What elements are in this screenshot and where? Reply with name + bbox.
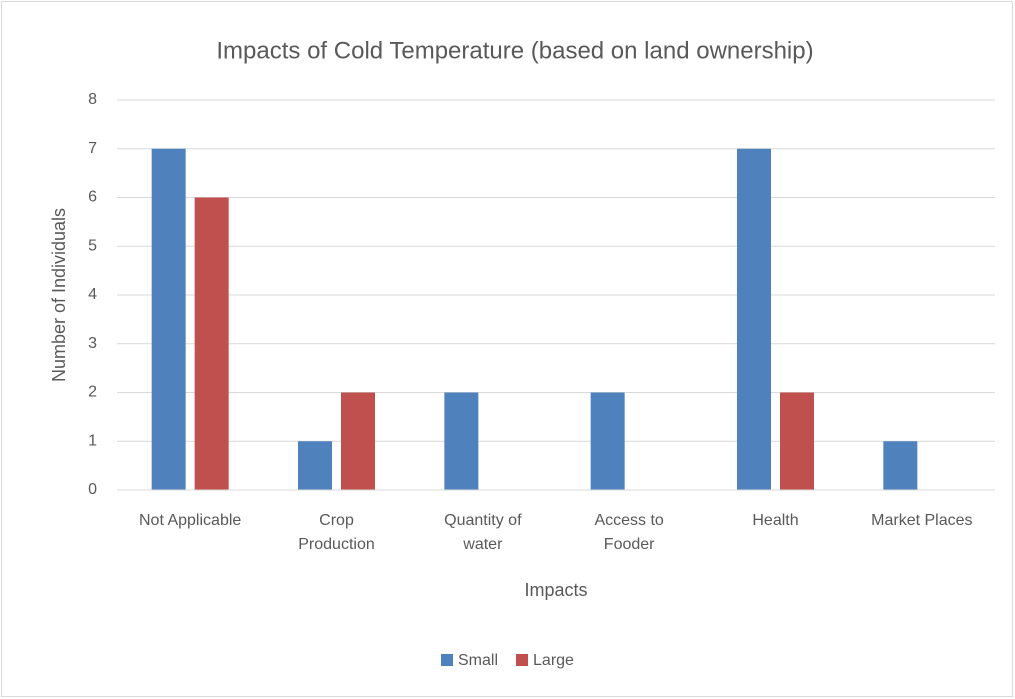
y-tick-label: 5 <box>88 237 97 254</box>
bar <box>737 148 771 490</box>
bar <box>444 392 479 490</box>
x-tick-label: Health <box>752 512 799 529</box>
bar <box>298 441 332 490</box>
y-tick-label: 8 <box>88 91 97 108</box>
chart-title: Impacts of Cold Temperature (based on la… <box>216 37 813 64</box>
bar <box>883 441 918 490</box>
x-tick-label: Market Places <box>871 512 973 529</box>
legend-swatch <box>441 654 453 666</box>
bar <box>780 392 814 490</box>
legend-label: Large <box>533 652 574 669</box>
bar <box>341 392 375 490</box>
x-tick-label: Access to Fooder <box>594 512 664 553</box>
y-tick-label: 1 <box>88 432 97 449</box>
x-axis-title: Impacts <box>524 580 587 600</box>
y-tick-label: 3 <box>88 335 97 352</box>
y-tick-label: 7 <box>88 140 97 157</box>
y-tick-label: 2 <box>88 384 97 401</box>
bar <box>194 197 229 490</box>
y-tick-label: 6 <box>88 189 97 206</box>
legend-swatch <box>516 654 529 666</box>
y-axis-title: Number of Individuals <box>49 208 69 382</box>
x-tick-label: Quantity of water <box>444 512 522 553</box>
y-tick-label: 4 <box>88 286 97 303</box>
bar <box>590 392 625 490</box>
x-tick-label: Not Applicable <box>139 512 242 529</box>
x-tick-label: Crop Production <box>298 512 375 553</box>
bar <box>151 148 186 490</box>
y-tick-label: 0 <box>88 481 97 498</box>
legend-label: Small <box>458 652 498 669</box>
